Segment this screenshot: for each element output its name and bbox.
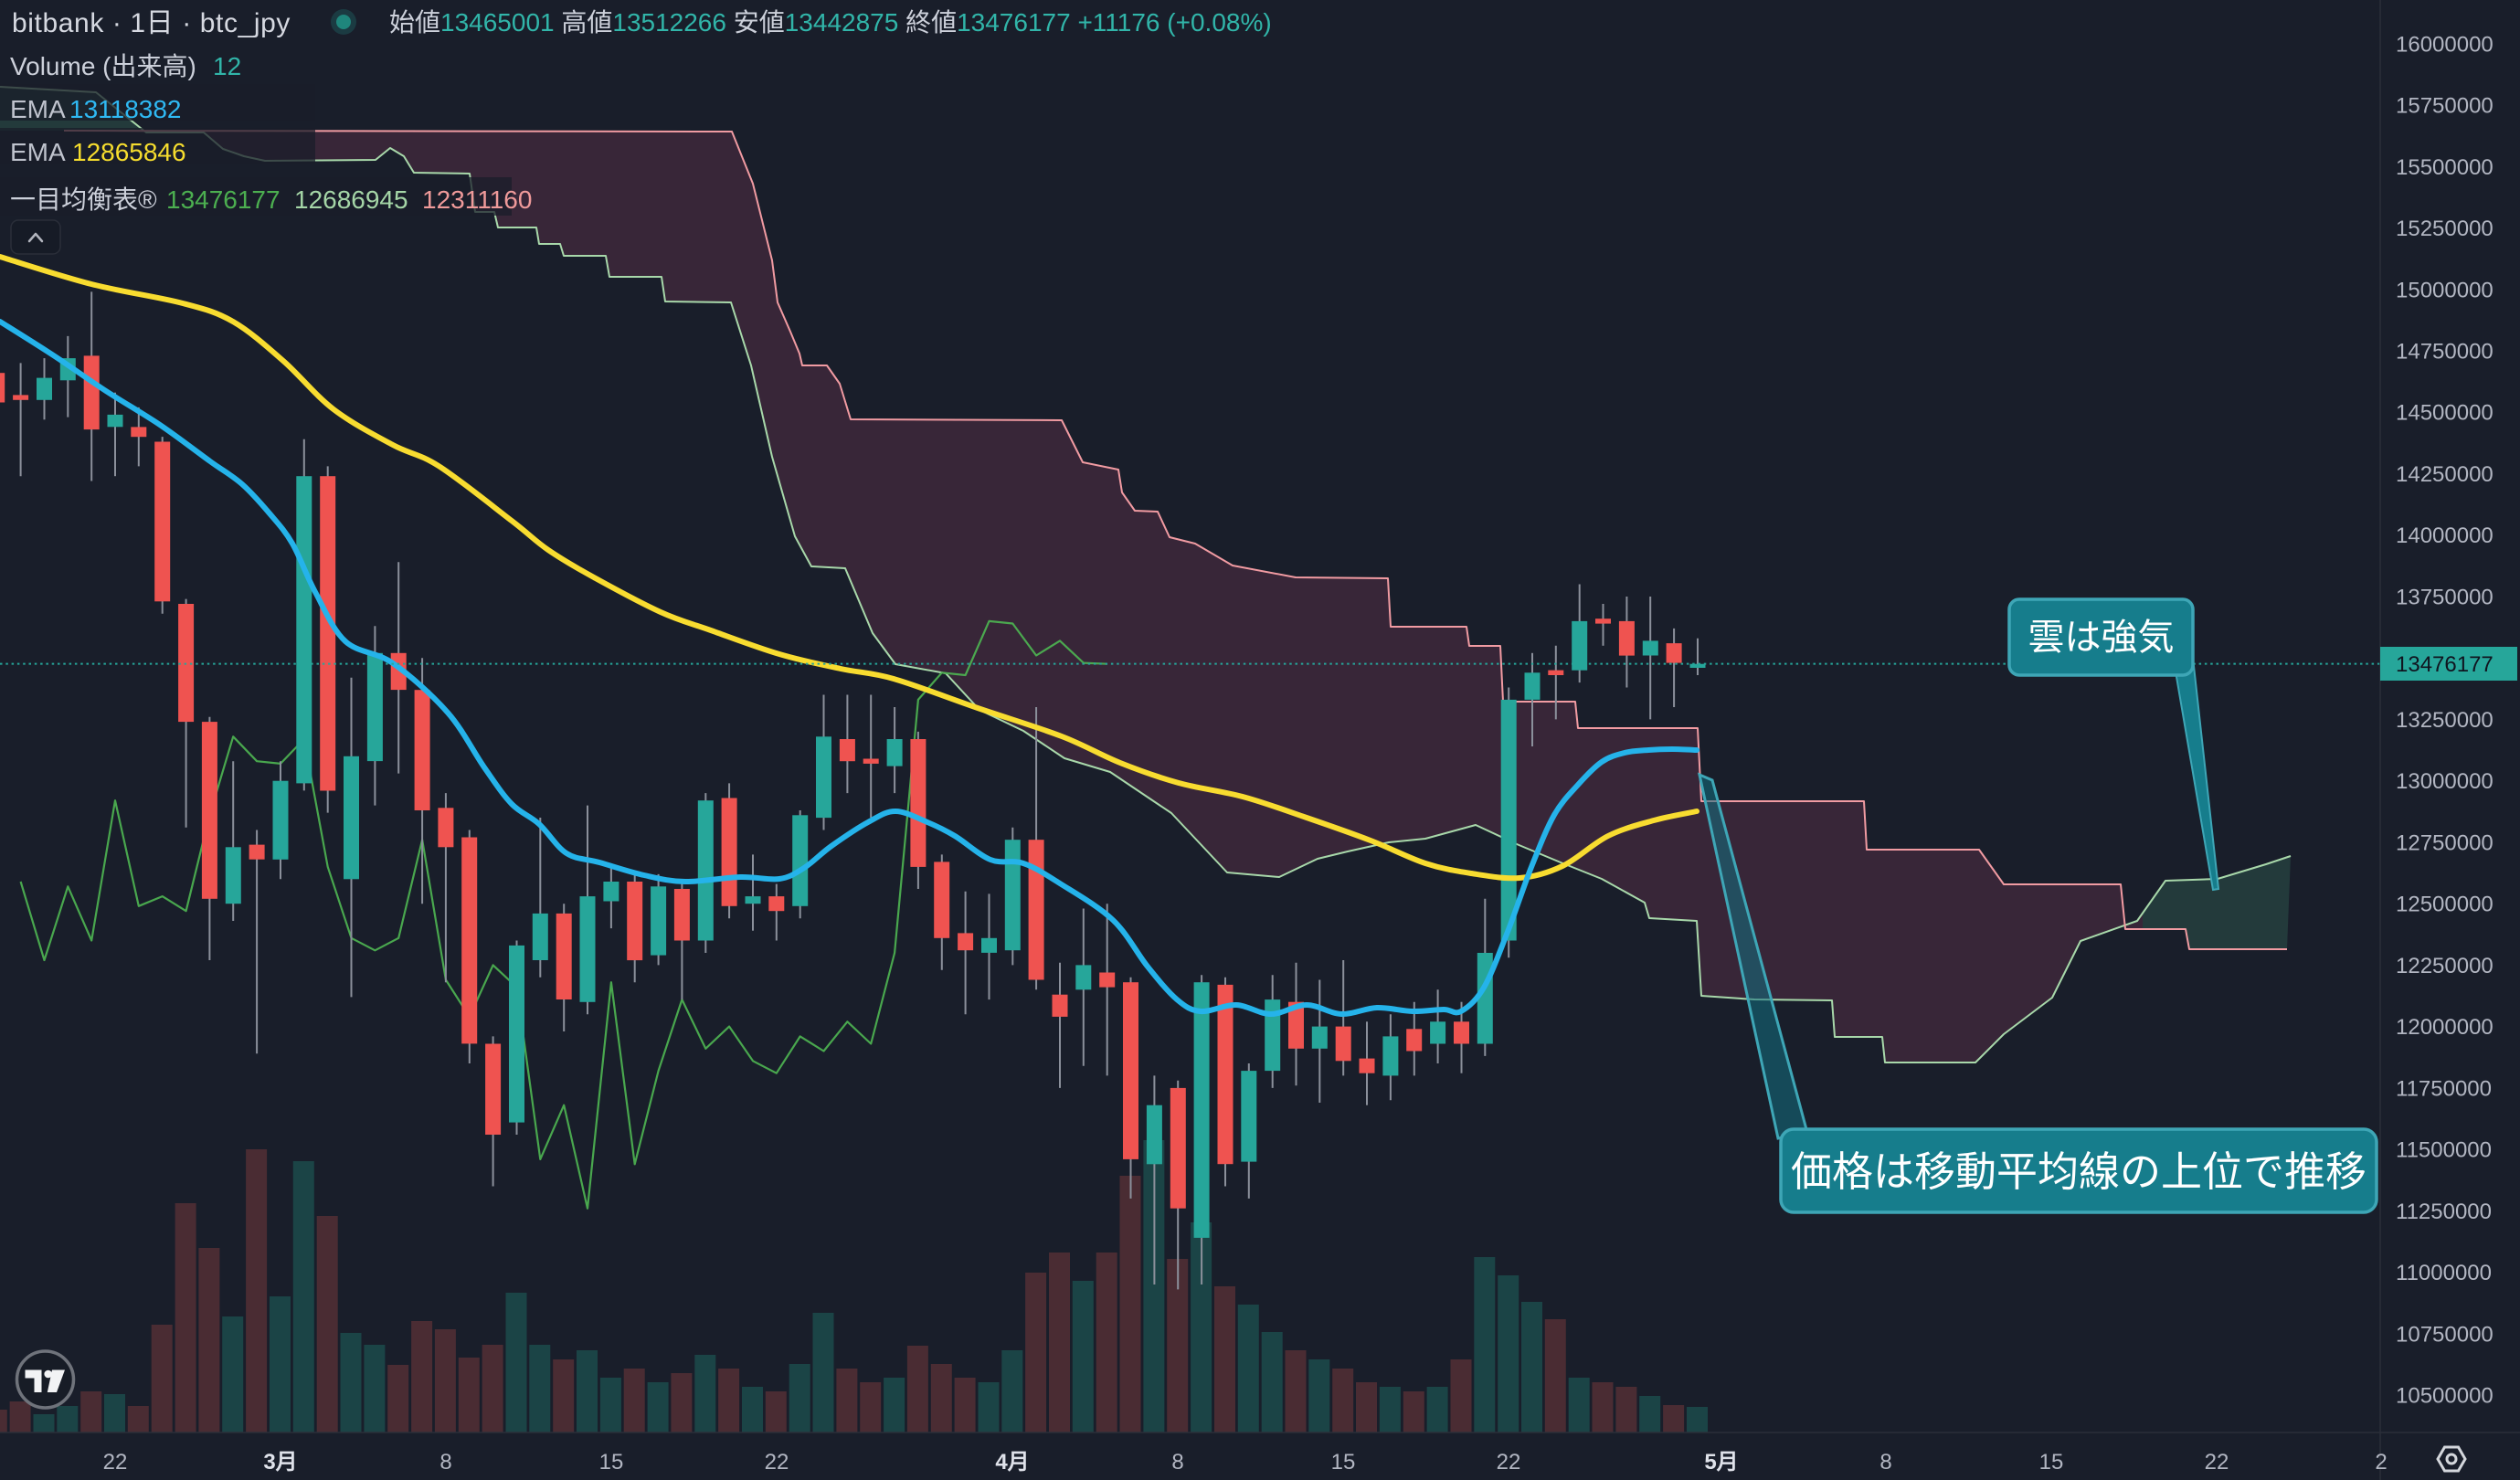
svg-text:22: 22	[765, 1450, 789, 1475]
svg-text:始値13465001 高値13512266 安値134428: 始値13465001 高値13512266 安値13442875 終値13476…	[389, 8, 1272, 37]
svg-text:8: 8	[439, 1450, 451, 1475]
svg-text:13476177: 13476177	[2396, 652, 2494, 677]
svg-text:14750000: 14750000	[2396, 340, 2494, 365]
svg-text:14000000: 14000000	[2396, 523, 2494, 548]
svg-text:15500000: 15500000	[2396, 155, 2494, 180]
svg-text:10500000: 10500000	[2396, 1384, 2494, 1409]
svg-text:8: 8	[1879, 1450, 1891, 1475]
svg-text:雲は強気: 雲は強気	[2028, 618, 2175, 658]
svg-text:12750000: 12750000	[2396, 830, 2494, 855]
svg-text:14250000: 14250000	[2396, 462, 2494, 487]
svg-text:22: 22	[2205, 1450, 2229, 1475]
svg-text:22: 22	[1497, 1450, 1521, 1475]
svg-text:4月: 4月	[995, 1450, 1029, 1475]
svg-text:13476177: 13476177	[166, 185, 281, 214]
svg-text:bitbank · 1日 · btc_jpy: bitbank · 1日 · btc_jpy	[12, 8, 291, 38]
svg-text:3月: 3月	[263, 1450, 297, 1475]
svg-text:12000000: 12000000	[2396, 1015, 2494, 1040]
svg-text:Volume (出来高): Volume (出来高)	[10, 52, 196, 80]
svg-text:12: 12	[213, 52, 241, 80]
svg-text:15: 15	[1331, 1450, 1356, 1475]
svg-text:EMA: EMA	[10, 95, 66, 123]
svg-text:11250000: 11250000	[2396, 1200, 2492, 1224]
svg-text:5月: 5月	[1704, 1450, 1738, 1475]
svg-text:16000000: 16000000	[2396, 32, 2494, 57]
svg-text:14500000: 14500000	[2396, 401, 2494, 426]
svg-text:12250000: 12250000	[2396, 954, 2494, 978]
svg-text:15250000: 15250000	[2396, 217, 2494, 241]
svg-text:15750000: 15750000	[2396, 94, 2494, 119]
svg-text:価格は移動平均線の上位で推移: 価格は移動平均線の上位で推移	[1791, 1148, 2366, 1195]
svg-text:13250000: 13250000	[2396, 708, 2494, 733]
svg-text:13118382: 13118382	[69, 95, 182, 123]
svg-text:12500000: 12500000	[2396, 893, 2494, 917]
svg-text:13000000: 13000000	[2396, 769, 2494, 794]
svg-text:11500000: 11500000	[2396, 1138, 2492, 1163]
svg-text:EMA: EMA	[10, 138, 66, 166]
svg-text:一目均衡表®: 一目均衡表®	[10, 185, 157, 214]
svg-text:22: 22	[103, 1450, 128, 1475]
svg-text:8: 8	[1171, 1450, 1183, 1475]
svg-text:15: 15	[2039, 1450, 2064, 1475]
svg-text:10750000: 10750000	[2396, 1322, 2494, 1347]
svg-text:12311160: 12311160	[422, 185, 532, 214]
svg-text:15: 15	[599, 1450, 624, 1475]
svg-text:12865846: 12865846	[72, 138, 186, 166]
svg-text:11000000: 11000000	[2396, 1261, 2492, 1285]
svg-text:2: 2	[2375, 1450, 2387, 1475]
svg-text:12686945: 12686945	[294, 185, 408, 214]
svg-text:13750000: 13750000	[2396, 586, 2494, 610]
svg-text:11750000: 11750000	[2396, 1076, 2492, 1101]
svg-text:15000000: 15000000	[2396, 278, 2494, 302]
